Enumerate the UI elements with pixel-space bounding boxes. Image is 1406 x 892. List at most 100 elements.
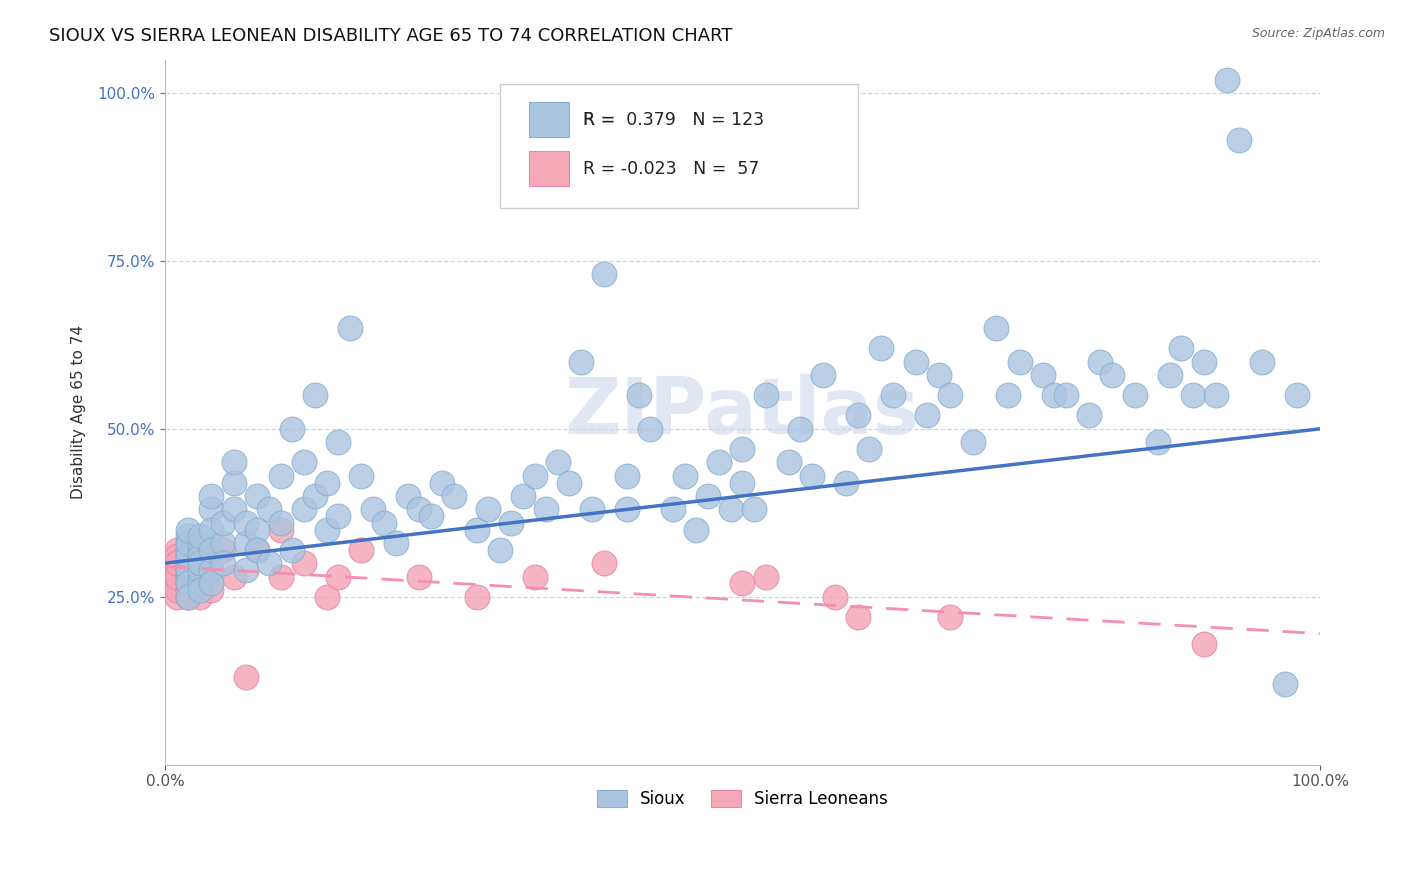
Point bbox=[928, 368, 950, 383]
Point bbox=[200, 563, 222, 577]
Point bbox=[235, 670, 257, 684]
Point bbox=[350, 542, 373, 557]
Point bbox=[177, 549, 200, 564]
Point bbox=[489, 542, 512, 557]
Point bbox=[224, 475, 246, 490]
Point bbox=[200, 502, 222, 516]
Point bbox=[188, 590, 211, 604]
Point bbox=[813, 368, 835, 383]
Point bbox=[166, 590, 188, 604]
Text: Source: ZipAtlas.com: Source: ZipAtlas.com bbox=[1251, 27, 1385, 40]
Point bbox=[477, 502, 499, 516]
Point bbox=[1032, 368, 1054, 383]
Point bbox=[547, 455, 569, 469]
Point bbox=[523, 569, 546, 583]
Point bbox=[465, 523, 488, 537]
Point bbox=[270, 569, 292, 583]
Point bbox=[224, 455, 246, 469]
Point bbox=[731, 442, 754, 456]
Point bbox=[720, 502, 742, 516]
Text: SIOUX VS SIERRA LEONEAN DISABILITY AGE 65 TO 74 CORRELATION CHART: SIOUX VS SIERRA LEONEAN DISABILITY AGE 6… bbox=[49, 27, 733, 45]
Point bbox=[200, 542, 222, 557]
Point bbox=[1170, 341, 1192, 355]
Point bbox=[789, 422, 811, 436]
Text: R =  0.379   N = 123: R = 0.379 N = 123 bbox=[583, 111, 765, 128]
Point bbox=[177, 563, 200, 577]
Point bbox=[177, 563, 200, 577]
Point bbox=[246, 489, 269, 503]
Point bbox=[361, 502, 384, 516]
Point bbox=[328, 569, 350, 583]
Point bbox=[1101, 368, 1123, 383]
Point bbox=[627, 388, 650, 402]
Point bbox=[166, 556, 188, 570]
Point bbox=[558, 475, 581, 490]
Point bbox=[177, 569, 200, 583]
Point bbox=[177, 563, 200, 577]
Point bbox=[315, 523, 337, 537]
Point bbox=[224, 502, 246, 516]
Point bbox=[235, 516, 257, 530]
Point bbox=[188, 576, 211, 591]
FancyBboxPatch shape bbox=[529, 151, 569, 186]
Point bbox=[754, 569, 776, 583]
Point bbox=[1054, 388, 1077, 402]
Point bbox=[224, 569, 246, 583]
Point bbox=[211, 536, 233, 550]
Point bbox=[419, 509, 441, 524]
Point bbox=[188, 569, 211, 583]
Point bbox=[177, 536, 200, 550]
Point bbox=[177, 590, 200, 604]
Point bbox=[177, 576, 200, 591]
Point bbox=[177, 549, 200, 564]
Point bbox=[177, 542, 200, 557]
Point bbox=[188, 576, 211, 591]
Point bbox=[731, 576, 754, 591]
Point bbox=[166, 563, 188, 577]
Point bbox=[188, 529, 211, 543]
Point bbox=[177, 569, 200, 583]
Point bbox=[166, 569, 188, 583]
Point bbox=[292, 455, 315, 469]
Point bbox=[270, 523, 292, 537]
Point bbox=[1043, 388, 1066, 402]
Point bbox=[835, 475, 858, 490]
Point bbox=[211, 542, 233, 557]
Point bbox=[246, 542, 269, 557]
Point bbox=[292, 556, 315, 570]
Point bbox=[339, 321, 361, 335]
Point bbox=[1194, 354, 1216, 368]
Point bbox=[188, 556, 211, 570]
Point bbox=[1274, 677, 1296, 691]
Point bbox=[177, 569, 200, 583]
Point bbox=[1216, 72, 1239, 87]
Point bbox=[270, 468, 292, 483]
Point bbox=[177, 563, 200, 577]
Point bbox=[292, 502, 315, 516]
Point bbox=[328, 509, 350, 524]
Point bbox=[501, 516, 523, 530]
Point bbox=[188, 549, 211, 564]
Point bbox=[858, 442, 880, 456]
Point bbox=[1147, 435, 1170, 450]
Point bbox=[1205, 388, 1227, 402]
Point bbox=[315, 475, 337, 490]
Point bbox=[211, 516, 233, 530]
Point bbox=[188, 542, 211, 557]
Point bbox=[742, 502, 765, 516]
Point bbox=[304, 489, 326, 503]
Point bbox=[281, 542, 304, 557]
Point bbox=[304, 388, 326, 402]
Y-axis label: Disability Age 65 to 74: Disability Age 65 to 74 bbox=[72, 325, 86, 499]
Point bbox=[188, 556, 211, 570]
Point bbox=[177, 582, 200, 597]
Point bbox=[986, 321, 1008, 335]
Point bbox=[281, 422, 304, 436]
Point bbox=[1194, 637, 1216, 651]
Point bbox=[177, 523, 200, 537]
Point bbox=[685, 523, 707, 537]
Point bbox=[512, 489, 534, 503]
Point bbox=[1123, 388, 1146, 402]
Point bbox=[257, 502, 280, 516]
Point bbox=[846, 609, 869, 624]
